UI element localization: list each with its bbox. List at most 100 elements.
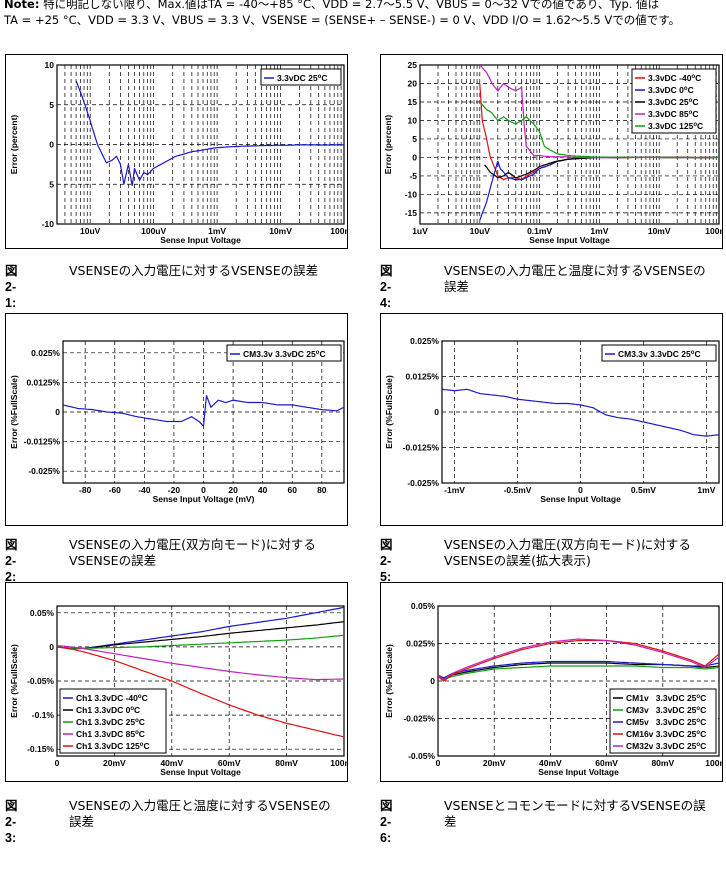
x-axis-label: Sense Input Voltage (529, 235, 610, 245)
x-tick-label: 100mV (330, 226, 348, 236)
x-tick-label: 1mV (590, 226, 608, 236)
figure-number: 図2-3: (5, 799, 18, 845)
series-line (57, 646, 344, 738)
x-tick-label: -40 (138, 485, 151, 495)
y-tick-label: 0 (49, 140, 54, 150)
y-tick-label: -0.0125% (24, 437, 61, 447)
y-tick-label: -15 (405, 208, 418, 218)
y-axis-label: Error (%FullScale) (9, 375, 19, 449)
x-tick-label: 0.1mV (527, 226, 552, 236)
chart-panel-2-2: -80 -60 -40 -20 0 20 40 60 80 0.025% 0.0125% 0 -0.01… (5, 313, 348, 526)
x-tick-label: 0 (578, 485, 583, 495)
x-tick-label: 0 (55, 758, 60, 768)
y-tick-label: 0.05% (411, 601, 436, 611)
x-tick-label: -0.5mV (504, 485, 532, 495)
chart-2-1: 10uV 100uV 1mV 10mV 100mV 10 5 0 5 -10 Sense Input… (5, 54, 348, 249)
legend-label: CM3.3v 3.3vDC 25oC (618, 349, 701, 359)
legend-label: Ch1 3.3vDC 25oC (76, 717, 145, 727)
x-tick-label: 60mV (595, 758, 618, 768)
figure-number: 図2-5: (380, 538, 393, 584)
y-tick-label: 0.05% (30, 608, 55, 618)
series-group (57, 606, 344, 738)
y-tick-label: 0 (55, 407, 60, 417)
legend: 3.3vDC 25oC (260, 68, 342, 86)
legend-box (609, 688, 717, 754)
legend-label: 3.3vDC 25oC (648, 97, 698, 107)
y-tick-label: -0.15% (27, 744, 54, 754)
x-tick-label: 40 (258, 485, 268, 495)
x-axis-label: Sense Input Voltage (160, 767, 241, 777)
legend: CM3.3v 3.3vDC 25oC (226, 344, 342, 362)
y-tick-label: 5 (49, 100, 54, 110)
x-tick-label: 20mV (103, 758, 126, 768)
x-tick-label: 100mV (705, 758, 723, 768)
y-tick-label: 5 (49, 179, 54, 189)
chart-2-6: 0 20mV 40mV 60mV 80mV 100mV 0.05% 0.025% 0 -0.025… (380, 582, 723, 782)
x-tick-label: 0 (436, 758, 441, 768)
y-tick-label: -0.025% (28, 466, 60, 476)
figure-caption: VSENSEの入力電圧(双方向モード)に対するVSENSEの誤差(拡大表示) (444, 537, 691, 568)
figure-caption: VSENSEの入力電圧(双方向モード)に対するVSENSEの誤差 (69, 537, 316, 568)
y-axis-label: Error (percent) (383, 115, 393, 175)
figure-number: 図2-2: (5, 538, 18, 584)
y-tick-label: 0.025% (410, 336, 439, 346)
x-tick-label: 10uV (470, 226, 491, 236)
x-tick-label: 10uV (80, 226, 101, 236)
chart-panel-2-6: 0 20mV 40mV 60mV 80mV 100mV 0.05% 0.025% 0 -0.025… (380, 582, 723, 782)
series-line (479, 65, 719, 159)
x-tick-label: 60mV (218, 758, 241, 768)
x-tick-label: 100uV (141, 226, 166, 236)
y-tick-label: 0 (430, 676, 435, 686)
x-tick-label: 0.5mV (631, 485, 656, 495)
y-tick-label: -0.025% (407, 478, 439, 488)
x-tick-label: 1uV (412, 226, 428, 236)
y-tick-label: 10 (408, 115, 418, 125)
y-tick-label: -0.025% (403, 714, 435, 724)
chart-2-3: 0 20mV 40mV 60mV 80mV 100mV 0.05% 0 -0.05% -0.1% -… (5, 582, 348, 782)
plot-border (419, 64, 720, 225)
legend-label: CM3.3v 3.3vDC 25oC (243, 349, 326, 359)
y-tick-label: 0 (412, 152, 417, 162)
y-tick-label: 0 (434, 407, 439, 417)
legend-label: CM32v 3.3vDC 25oC (626, 741, 706, 751)
plot-border (437, 605, 720, 757)
legend-label: Ch1 3.3vDC 85oC (76, 729, 145, 739)
x-axis-label: Sense Input Voltage (540, 494, 621, 504)
x-tick-label: 10mV (648, 226, 671, 236)
y-tick-label: -0.0125% (403, 443, 440, 453)
y-axis-label: Error (percent) (9, 115, 19, 175)
series-line (438, 638, 719, 681)
y-tick-label: 25 (408, 60, 418, 70)
legend: Ch1 3.3vDC -40oC Ch1 3.3vDC 0oC Ch1 3.3vDC… (59, 688, 167, 754)
x-axis-label: Sense Input Voltage (160, 235, 241, 245)
x-tick-label: -1mV (444, 485, 465, 495)
legend-label: CM5v 3.3vDC 25oC (626, 717, 706, 727)
plot-border (441, 340, 720, 484)
chart-2-5: -1mV -0.5mV 0 0.5mV 1mV 0.025% 0.0125% 0 -0.0125… (380, 313, 723, 526)
chart-2-2: -80 -60 -40 -20 0 20 40 60 80 0.025% 0.0125% 0 -0.01… (5, 313, 348, 526)
x-tick-label: 100mV (330, 758, 348, 768)
series-line (63, 395, 344, 428)
y-tick-label: -0.05% (408, 751, 435, 761)
figure-caption: VSENSEの入力電圧と温度に対するVSENSEの誤差 (444, 263, 706, 294)
legend-label: CM1v 3.3vDC 25oC (626, 693, 706, 703)
legend-label: 3.3vDC 125oC (648, 121, 703, 131)
y-axis-label: Error (%FullScale) (384, 375, 394, 449)
x-tick-label: 100mV (705, 226, 723, 236)
y-tick-label: 0.0125% (405, 372, 439, 382)
legend-label: 3.3vDC -40oC (648, 73, 701, 83)
y-axis-label: Error (%FullScale) (9, 644, 19, 718)
x-tick-label: -80 (79, 485, 92, 495)
legend-label: 3.3vDC 85oC (648, 109, 698, 119)
figure-caption: VSENSEの入力電圧と温度に対するVSENSEの誤差 (69, 798, 331, 829)
legend-box (601, 344, 717, 362)
note-text: Note: 特に明記しない限り、Max.値はTA = -40～+85 °C、VD… (4, 0, 722, 28)
figure-number: 図2-6: (380, 799, 393, 845)
series-group (438, 638, 719, 682)
figure-number: 図2-1: (5, 264, 18, 310)
x-tick-label: 40mV (539, 758, 562, 768)
x-tick-label: 80 (317, 485, 327, 495)
x-tick-label: 1mV (697, 485, 715, 495)
series-group (442, 388, 719, 437)
x-tick-label: 20mV (483, 758, 506, 768)
